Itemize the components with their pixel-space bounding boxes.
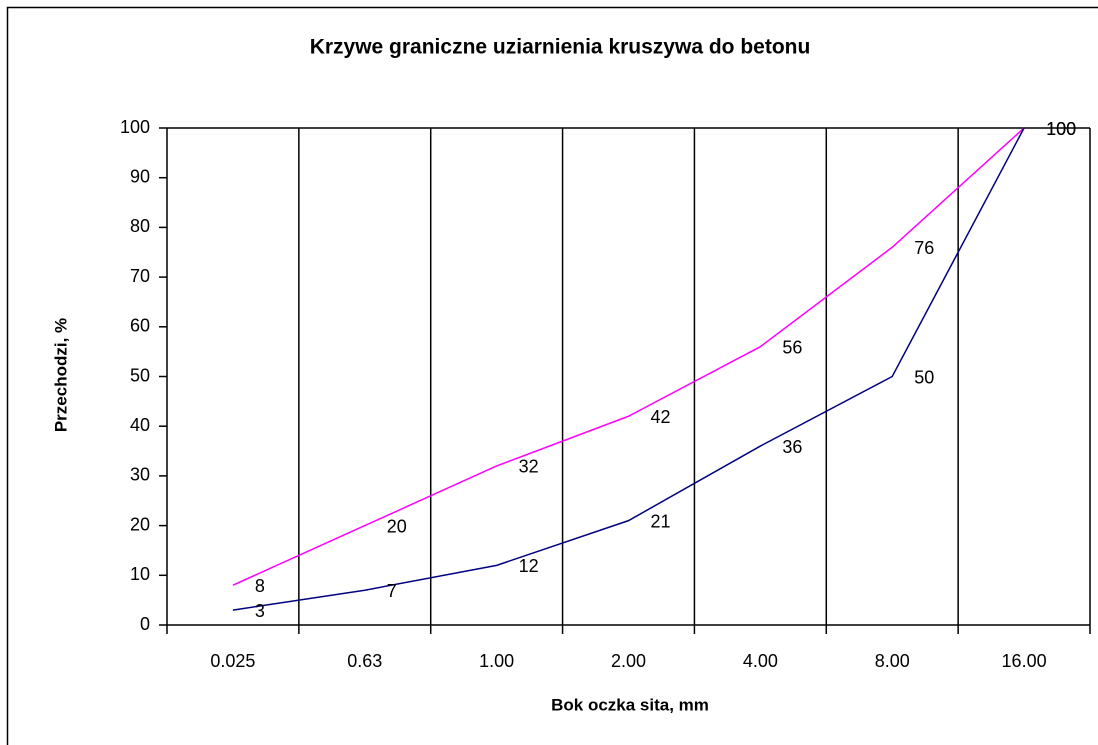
data-label: 42 <box>651 407 671 427</box>
chart-frame <box>6 6 1098 745</box>
x-tick-label: 0.63 <box>347 651 382 671</box>
data-label: 76 <box>914 238 934 258</box>
y-tick-label: 100 <box>120 117 150 137</box>
data-label: 56 <box>782 337 802 357</box>
data-label: 12 <box>519 556 539 576</box>
x-tick-label: 2.00 <box>611 651 646 671</box>
y-tick-label: 80 <box>130 216 150 236</box>
y-tick-label: 60 <box>130 316 150 336</box>
y-tick-label: 70 <box>130 266 150 286</box>
y-tick-label: 30 <box>130 465 150 485</box>
data-label: 100 <box>1046 119 1076 139</box>
data-label: 8 <box>255 576 265 596</box>
data-label: 3 <box>255 601 265 621</box>
data-label: 36 <box>782 437 802 457</box>
series-line <box>232 127 1025 611</box>
data-label: 7 <box>387 581 397 601</box>
data-label: 100 <box>1046 119 1076 139</box>
data-label: 20 <box>387 516 407 536</box>
y-tick-label: 10 <box>130 564 150 584</box>
y-tick-label: 90 <box>130 166 150 186</box>
y-axis-label: Przechodzi, % <box>51 318 70 432</box>
x-axis-label: Bok oczka sita, mm <box>551 695 709 714</box>
x-tick-label: 4.00 <box>743 651 778 671</box>
data-label: 21 <box>651 511 671 531</box>
chart-title: Krzywe graniczne uziarnienia kruszywa do… <box>310 36 811 59</box>
x-tick-label: 16.00 <box>1002 651 1047 671</box>
y-tick-label: 20 <box>130 514 150 534</box>
y-tick-label: 40 <box>130 415 150 435</box>
y-tick-label: 50 <box>130 365 150 385</box>
data-label: 32 <box>519 457 539 477</box>
y-tick-label: 0 <box>140 614 150 634</box>
x-tick-label: 8.00 <box>875 651 910 671</box>
x-tick-label: 0.025 <box>210 651 255 671</box>
x-tick-label: 1.00 <box>479 651 514 671</box>
data-label: 50 <box>914 367 934 387</box>
series-line <box>232 127 1025 586</box>
